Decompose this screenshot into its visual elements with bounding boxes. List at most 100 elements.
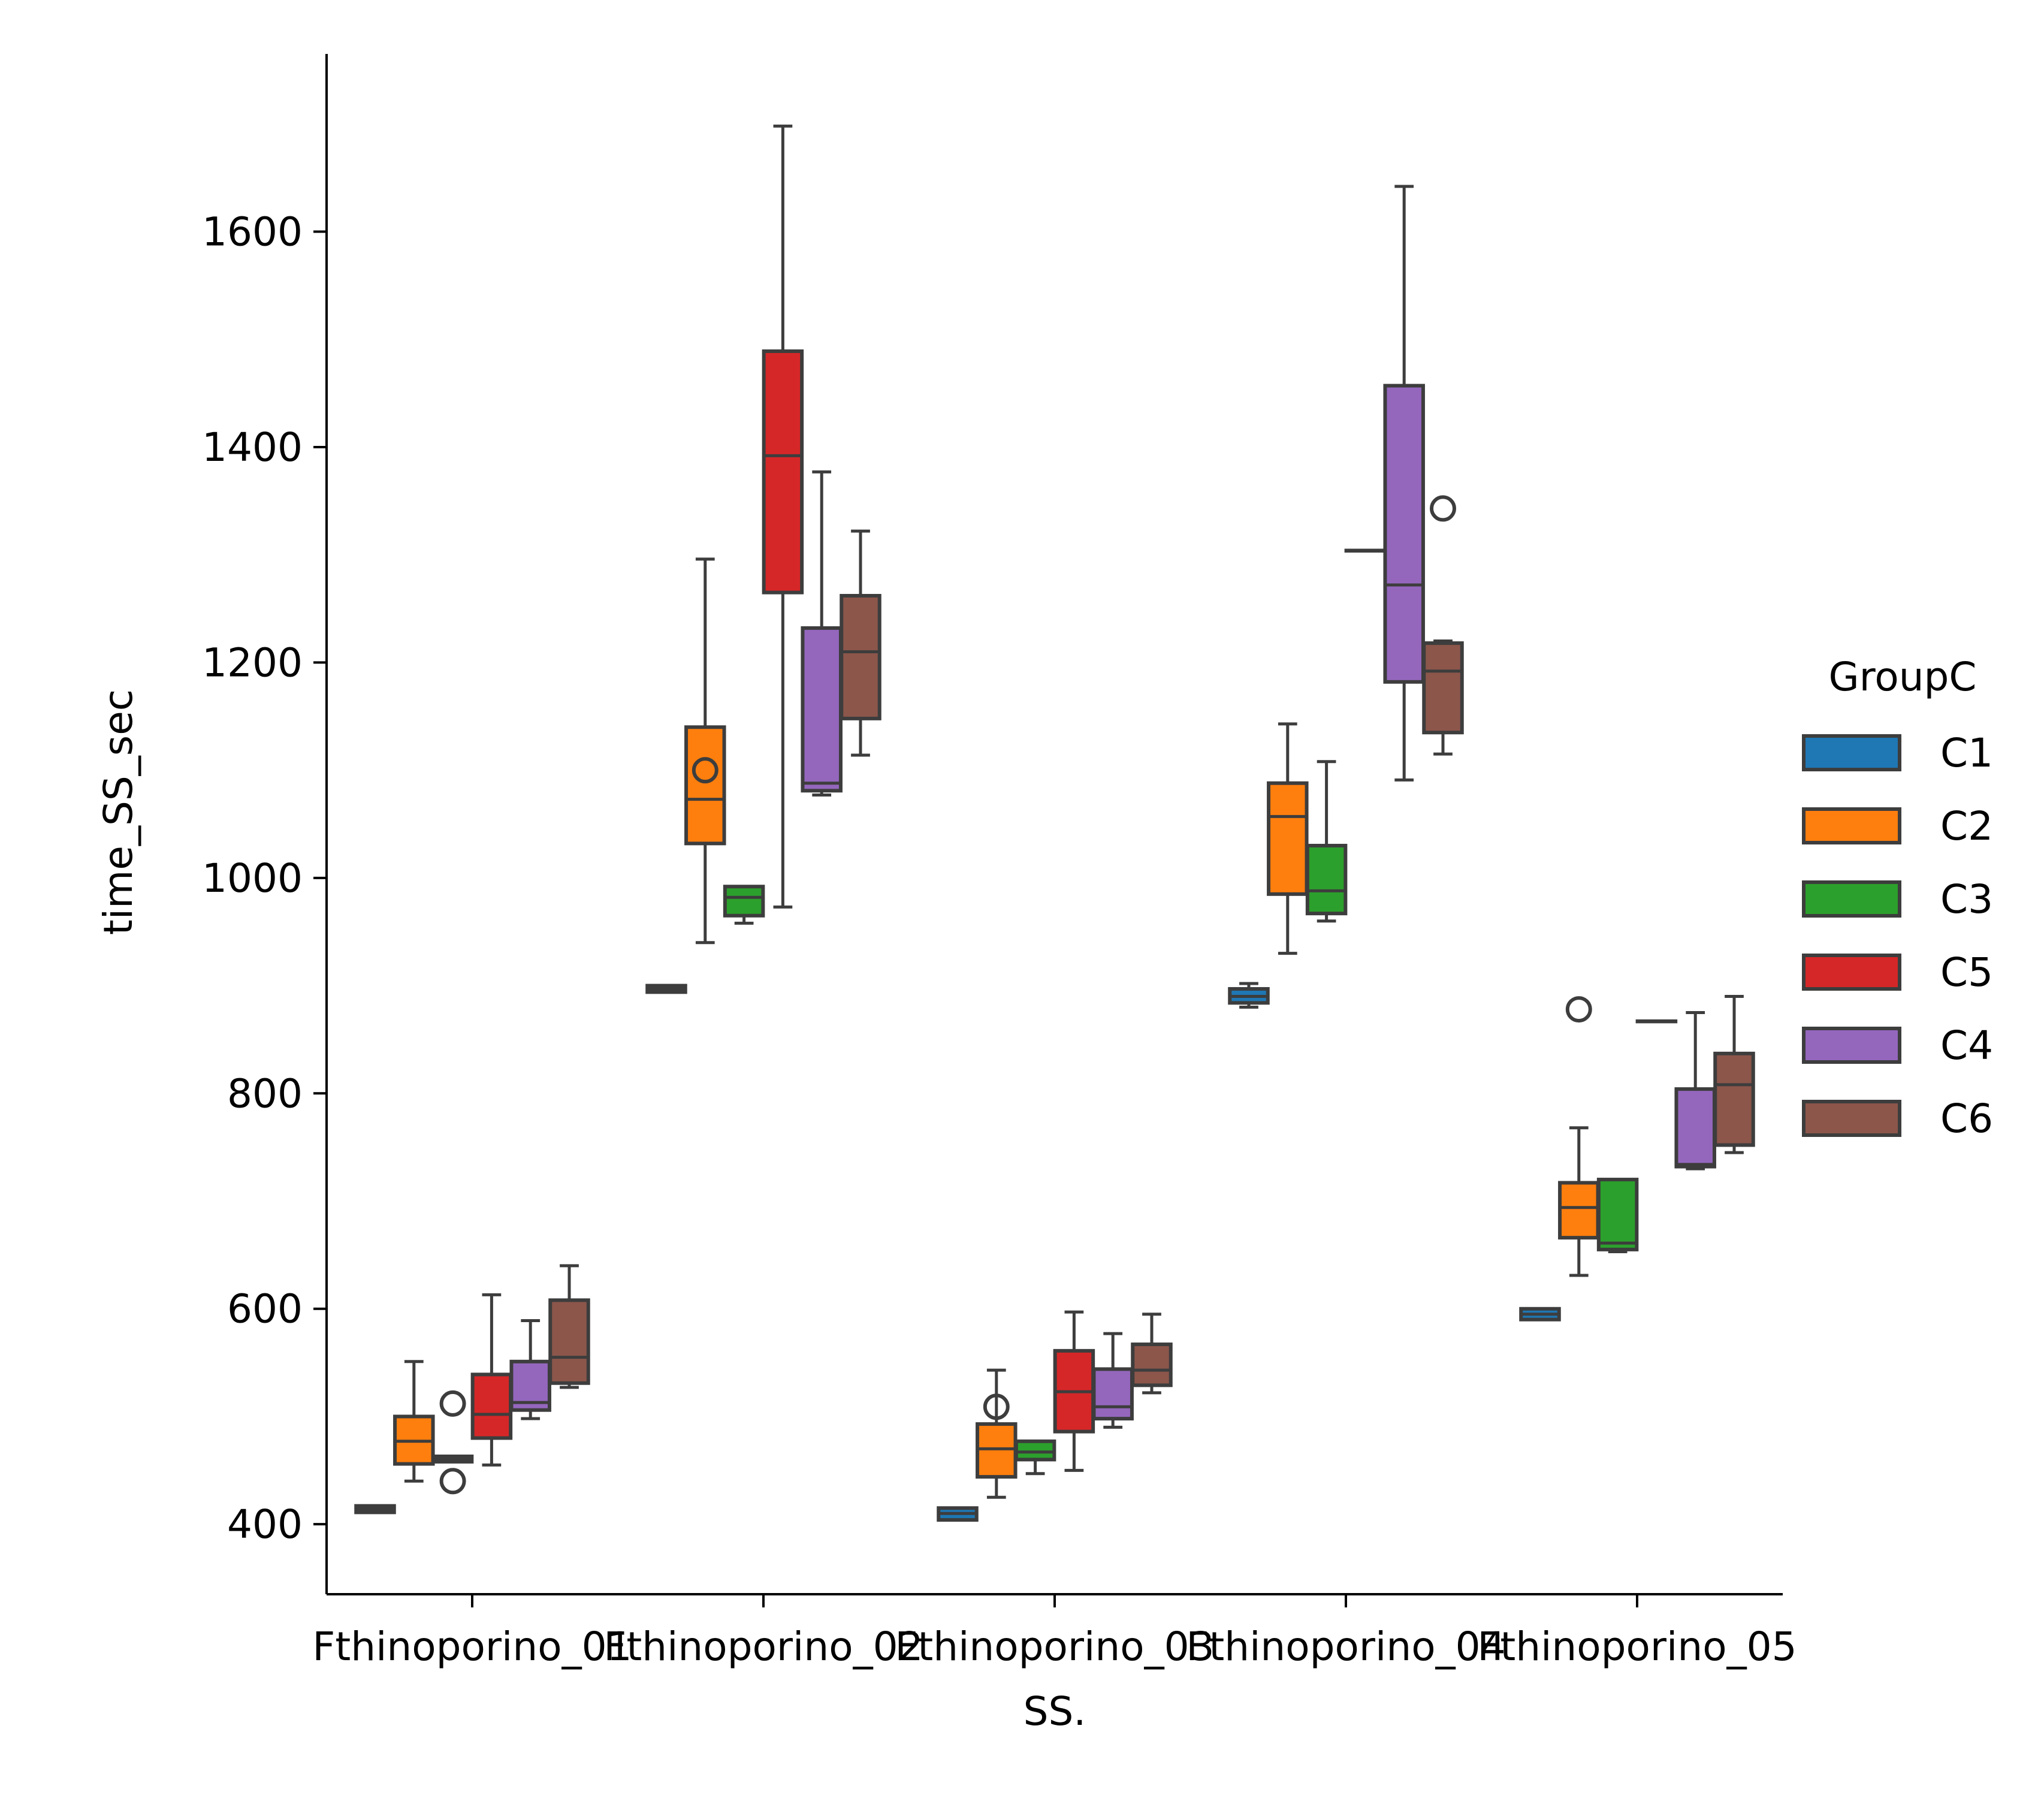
- box-c4-3: [1092, 1332, 1134, 1429]
- legend-label: C6: [1940, 1096, 1993, 1142]
- box-iqr: [1267, 781, 1309, 896]
- series-c3: [431, 760, 1639, 1495]
- legend-swatch: [1802, 807, 1901, 844]
- box-c4-4: [1383, 185, 1425, 782]
- box-iqr: [1383, 384, 1425, 684]
- series-c6: [548, 495, 1755, 1395]
- x-tick-label: Fthinoporino_05: [1477, 1624, 1797, 1670]
- box-iqr: [684, 725, 726, 846]
- box-iqr: [762, 349, 804, 595]
- legend-item-c5: C5: [1802, 949, 1993, 995]
- legend-item-c4: C4: [1802, 1022, 1993, 1069]
- outlier-point: [439, 1390, 466, 1417]
- x-axis-title: SS.: [1023, 1688, 1086, 1734]
- series-c2: [393, 557, 1600, 1499]
- box-iqr: [1596, 1178, 1639, 1251]
- box-iqr: [470, 1372, 513, 1440]
- box-c4-1: [509, 1319, 551, 1420]
- y-tick-label: 400: [227, 1501, 303, 1547]
- box-iqr: [1558, 1181, 1600, 1240]
- box-iqr: [1092, 1367, 1134, 1421]
- x-tick-label: Fthinoporino_04: [1186, 1624, 1505, 1670]
- x-axis-ticks: Fthinoporino_01Fthinoporino_02Fthinopori…: [312, 1594, 1797, 1670]
- plot-area: [354, 124, 1755, 1522]
- legend-item-c3: C3: [1802, 876, 1993, 922]
- box-c3-2: [723, 885, 765, 925]
- box-c1-4: [1228, 982, 1270, 1009]
- legend-swatch: [1802, 954, 1901, 991]
- legend-swatch: [1802, 880, 1901, 918]
- legend-label: C5: [1940, 949, 1993, 995]
- box-c6-3: [1131, 1313, 1173, 1395]
- box-c6-2: [840, 529, 881, 757]
- box-c2-3: [976, 1368, 1018, 1499]
- series-c1: [354, 982, 1561, 1522]
- legend-swatch: [1802, 734, 1901, 771]
- box-iqr: [840, 593, 881, 720]
- legend-item-c1: C1: [1802, 730, 1993, 776]
- outlier-point: [439, 1468, 466, 1495]
- series-c5: [470, 124, 1678, 1472]
- box-c5-1: [470, 1293, 513, 1467]
- outlier-point: [692, 757, 718, 784]
- x-tick-label: Fthinoporino_01: [312, 1624, 632, 1670]
- box-iqr: [723, 885, 765, 918]
- box-c3-1: [431, 1390, 474, 1495]
- x-tick-label: Fthinoporino_02: [603, 1624, 923, 1670]
- box-iqr: [1014, 1439, 1056, 1462]
- box-c6-1: [548, 1264, 590, 1389]
- y-tick-label: 1400: [202, 424, 303, 470]
- legend-items: C1 C2 C3 C5 C4 C6: [1802, 730, 1993, 1142]
- outlier-point: [983, 1393, 1010, 1420]
- box-iqr: [1305, 843, 1348, 916]
- box-c5-5: [1635, 1019, 1678, 1024]
- box-c2-5: [1558, 996, 1600, 1277]
- legend-item-c2: C2: [1802, 803, 1993, 849]
- box-c6-4: [1422, 495, 1464, 756]
- box-c3-4: [1305, 760, 1348, 923]
- box-c1-1: [354, 1504, 396, 1515]
- y-tick-label: 1600: [202, 209, 303, 255]
- box-c2-2: [684, 557, 726, 945]
- box-iqr: [1674, 1087, 1716, 1169]
- y-tick-label: 800: [227, 1070, 303, 1117]
- y-axis-title: time_SS_sec: [95, 689, 141, 935]
- box-c3-5: [1596, 1178, 1639, 1253]
- box-c1-5: [1519, 1307, 1561, 1322]
- legend: GroupC C1 C2 C3 C5 C4 C6: [1802, 654, 1993, 1142]
- legend-label: C4: [1940, 1022, 1993, 1069]
- box-c1-2: [645, 984, 687, 994]
- legend-label: C2: [1940, 803, 1993, 849]
- box-c3-3: [1014, 1439, 1056, 1476]
- legend-swatch: [1802, 1027, 1901, 1064]
- outlier-point: [1565, 996, 1592, 1023]
- box-iqr: [1422, 641, 1464, 735]
- box-c2-1: [393, 1360, 435, 1483]
- legend-title: GroupC: [1828, 654, 1976, 700]
- box-c2-4: [1267, 722, 1309, 955]
- y-tick-label: 600: [227, 1286, 303, 1332]
- outlier-point: [1430, 495, 1456, 522]
- y-tick-label: 1000: [202, 855, 303, 901]
- legend-label: C1: [1940, 730, 1993, 776]
- x-tick-label: Fthinoporino_03: [895, 1624, 1214, 1670]
- axes: 400 600 800 1000 1200 1400 1600 Fthinoporino_0…: [95, 54, 1797, 1734]
- box-iqr: [1131, 1343, 1173, 1387]
- box-c5-3: [1053, 1310, 1095, 1472]
- box-iqr: [801, 626, 843, 793]
- box-c4-5: [1674, 1011, 1716, 1170]
- box-c5-2: [762, 124, 804, 909]
- series-c4: [509, 185, 1716, 1429]
- legend-item-c6: C6: [1802, 1096, 1993, 1142]
- box-c4-2: [801, 470, 843, 797]
- box-iqr: [976, 1422, 1018, 1479]
- y-axis-ticks: 400 600 800 1000 1200 1400 1600: [202, 209, 327, 1547]
- box-c1-3: [937, 1506, 979, 1522]
- y-tick-label: 1200: [202, 639, 303, 686]
- legend-swatch: [1802, 1100, 1901, 1137]
- box-iqr: [548, 1298, 590, 1385]
- box-c6-5: [1713, 995, 1755, 1154]
- legend-label: C3: [1940, 876, 1993, 922]
